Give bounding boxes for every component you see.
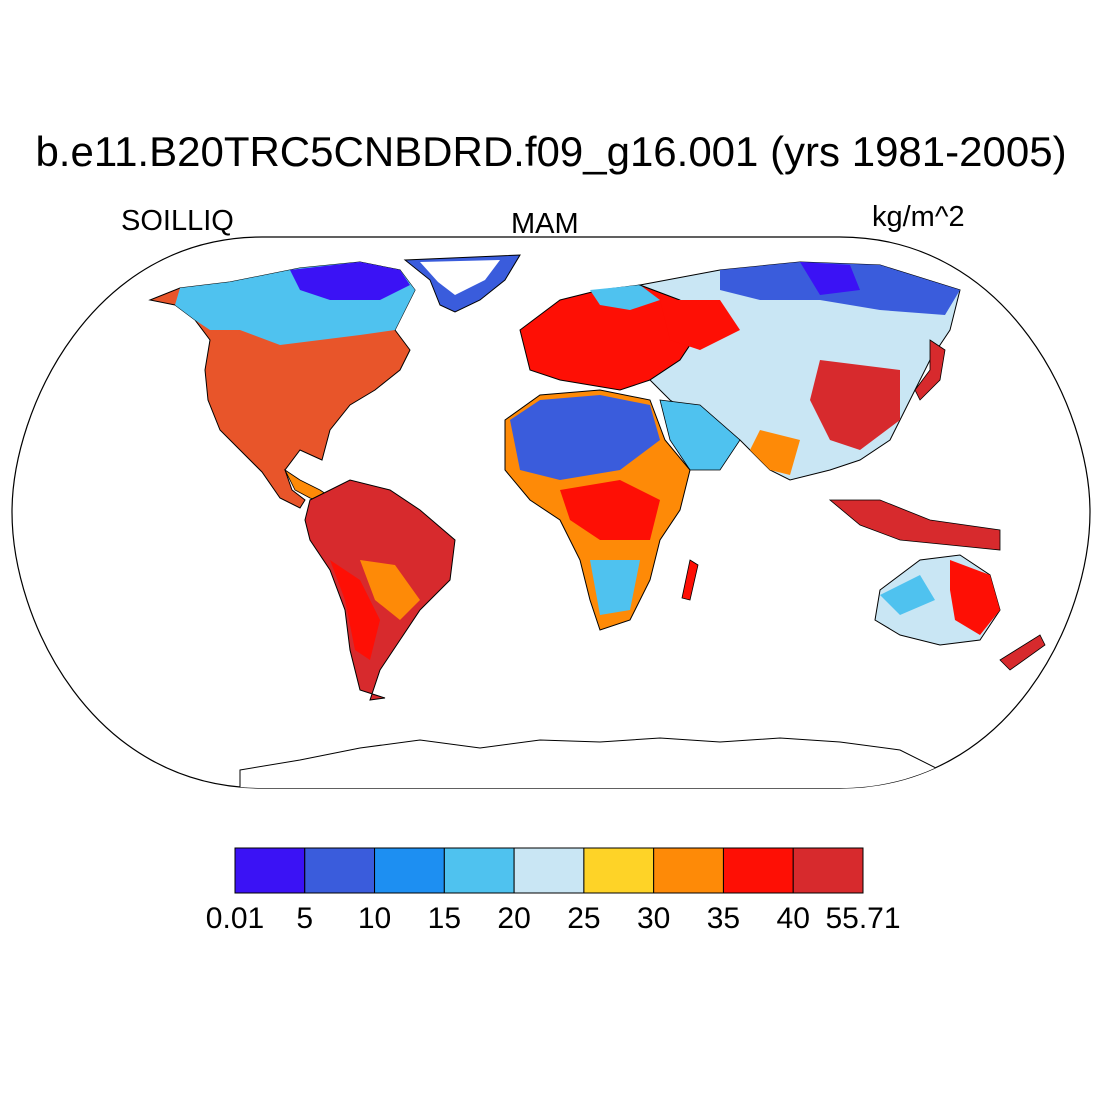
plot-title: b.e11.B20TRC5CNBDRD.f09_g16.001 (yrs 198… (35, 128, 1067, 175)
colorbar-tick-label: 25 (567, 902, 601, 935)
colorbar-tick-label: 30 (636, 902, 671, 935)
colorbar-tick-label: 55.71 (825, 902, 901, 935)
variable-label: SOILLIQ (121, 205, 234, 237)
colorbar-tick-label: 35 (706, 902, 741, 935)
colorbar-tick-label: 15 (427, 902, 462, 935)
units-label: kg/m^2 (872, 201, 965, 233)
region-arctic-canada (290, 262, 410, 300)
landmass-japan (914, 339, 946, 401)
colorbar-tick-label: 20 (497, 902, 531, 935)
landmass-new-zealand (999, 634, 1046, 671)
landmass-madagascar (681, 559, 699, 601)
season-label: MAM (511, 208, 579, 240)
colorbar-tick-label: 10 (357, 902, 392, 935)
colorbar-tick-label: 5 (296, 902, 314, 935)
landmass-arabia (659, 399, 741, 471)
colorbar-tick-label: 40 (776, 902, 810, 935)
landmass-indonesia (828, 499, 1001, 551)
colorbar-tick-label: 0.01 (205, 902, 265, 935)
